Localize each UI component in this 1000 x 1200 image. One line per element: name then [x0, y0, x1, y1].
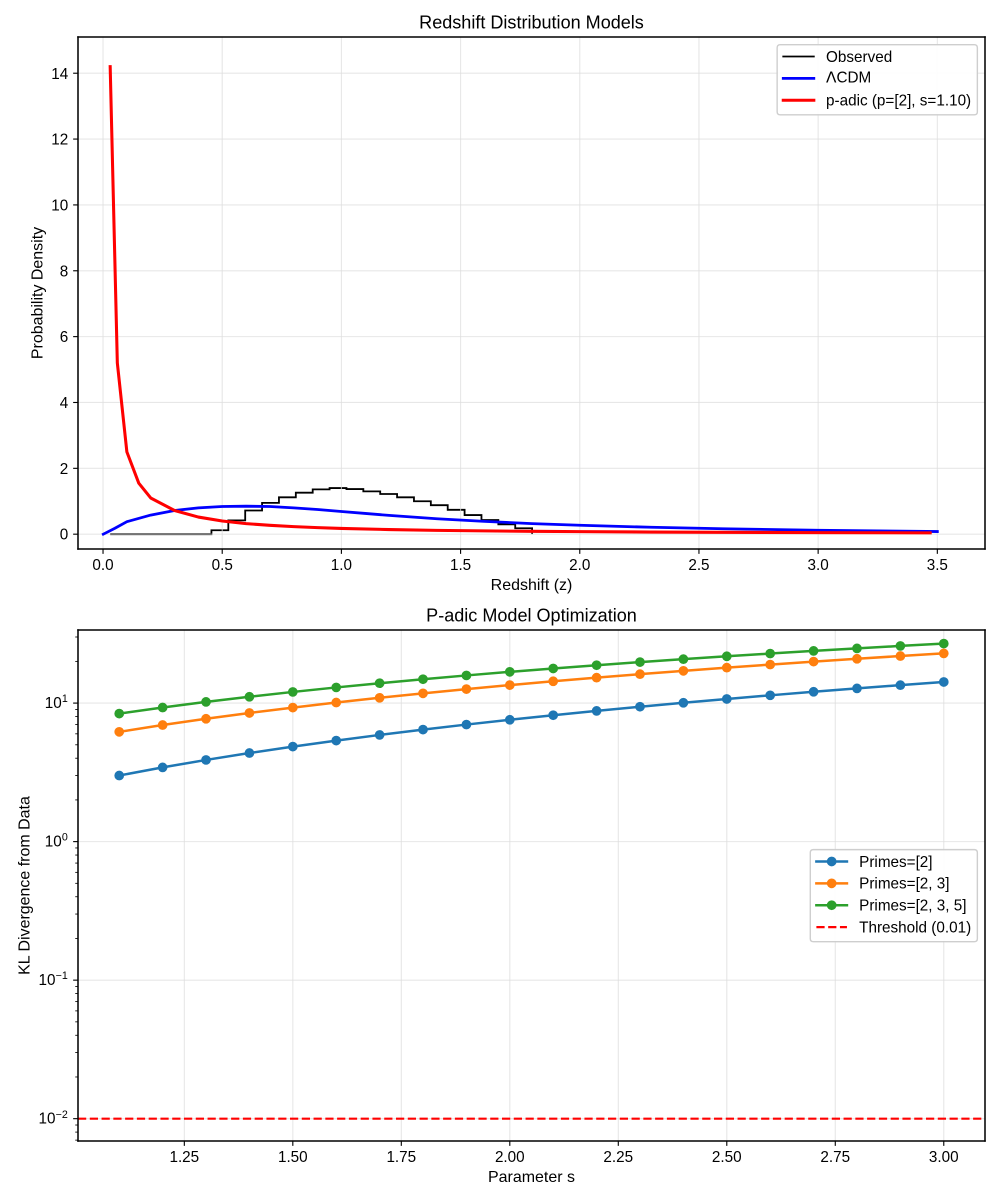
svg-text:2.5: 2.5	[688, 557, 709, 574]
svg-text:12: 12	[51, 132, 68, 149]
svg-text:2: 2	[60, 461, 69, 478]
svg-text:1.50: 1.50	[278, 1149, 308, 1166]
svg-text:Threshold (0.01): Threshold (0.01)	[859, 919, 971, 936]
svg-text:0: 0	[60, 527, 69, 544]
svg-text:3.00: 3.00	[929, 1149, 959, 1166]
svg-text:P-adic Model Optimization: P-adic Model Optimization	[426, 606, 637, 626]
svg-text:Primes=[2]: Primes=[2]	[859, 854, 932, 871]
svg-text:0.0: 0.0	[92, 557, 113, 574]
svg-text:0.5: 0.5	[212, 557, 233, 574]
svg-text:10: 10	[51, 197, 68, 214]
svg-text:4: 4	[60, 395, 69, 412]
svg-text:14: 14	[51, 66, 68, 83]
svg-text:Parameter s: Parameter s	[488, 1169, 575, 1186]
svg-text:3.0: 3.0	[808, 557, 829, 574]
svg-text:1.25: 1.25	[169, 1149, 199, 1166]
svg-text:Redshift (z): Redshift (z)	[491, 577, 573, 594]
svg-text:1.75: 1.75	[386, 1149, 416, 1166]
svg-text:Primes=[2, 3, 5]: Primes=[2, 3, 5]	[859, 898, 966, 915]
svg-text:Probability Density: Probability Density	[29, 227, 46, 359]
svg-text:1.5: 1.5	[450, 557, 471, 574]
svg-text:2.00: 2.00	[495, 1149, 525, 1166]
svg-text:6: 6	[60, 329, 69, 346]
svg-text:2.0: 2.0	[569, 557, 590, 574]
svg-text:3.5: 3.5	[927, 557, 948, 574]
svg-text:p-adic (p=[2], s=1.10): p-adic (p=[2], s=1.10)	[826, 93, 971, 110]
svg-text:2.50: 2.50	[712, 1149, 742, 1166]
svg-text:1.0: 1.0	[331, 557, 352, 574]
svg-text:Primes=[2, 3]: Primes=[2, 3]	[859, 876, 949, 893]
svg-text:Redshift Distribution Models: Redshift Distribution Models	[419, 13, 644, 33]
svg-text:KL Divergence from Data: KL Divergence from Data	[17, 796, 34, 975]
svg-text:8: 8	[60, 263, 69, 280]
svg-text:2.25: 2.25	[603, 1149, 633, 1166]
svg-text:2.75: 2.75	[820, 1149, 850, 1166]
